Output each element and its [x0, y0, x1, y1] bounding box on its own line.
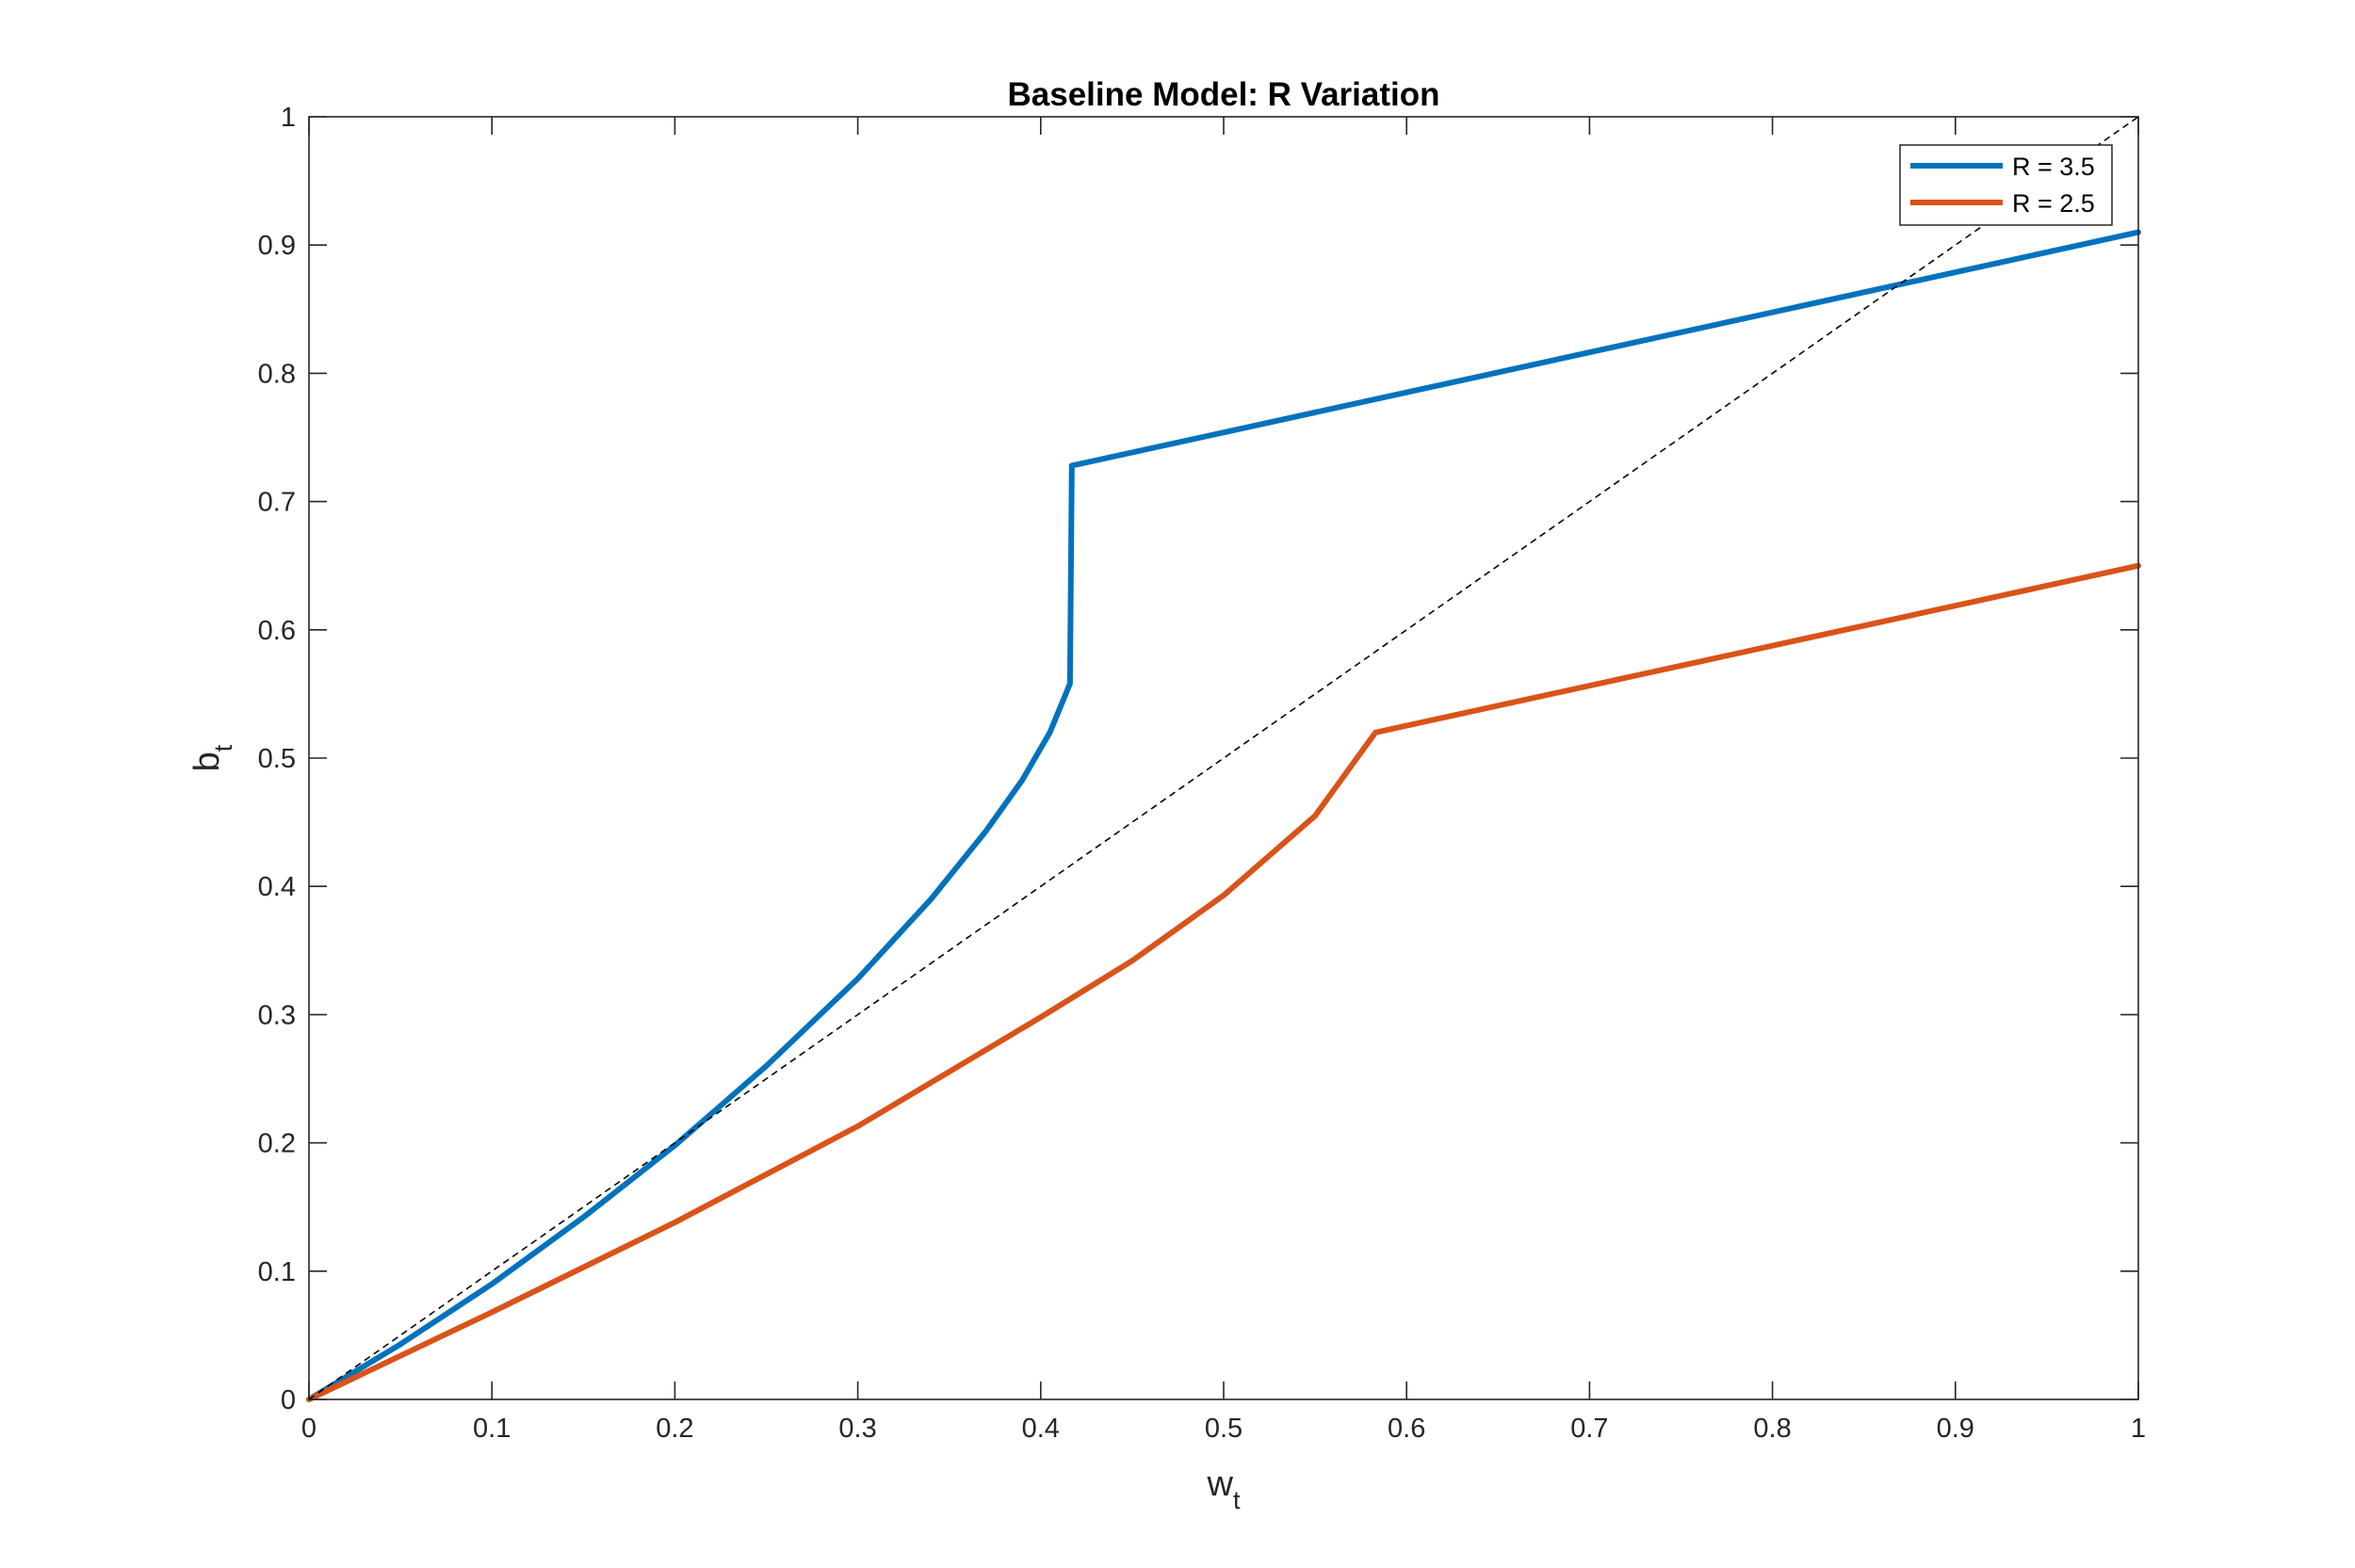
y-tick-label: 0.5 — [258, 744, 296, 774]
x-axis-label-main: w — [1207, 1464, 1234, 1504]
y-tick-label: 0.4 — [258, 872, 296, 902]
series-layer — [306, 116, 2141, 1402]
y-tick-label: 0.7 — [258, 488, 296, 518]
y-tick-label: 0.1 — [258, 1257, 296, 1287]
x-tick-label: 0.9 — [1937, 1414, 1974, 1444]
y-tick-label: 1 — [281, 103, 296, 133]
axes-layer: 0 0.1 0.2 0.3 0.4 0.5 0.6 0.7 0.8 0.9 1 0 0.1 0.2 0.3 0… — [258, 103, 2146, 1444]
legend-box — [1899, 144, 2113, 226]
x-tick-label: 0.1 — [473, 1414, 511, 1444]
x-axis-label-sub: t — [1233, 1486, 1241, 1514]
x-axis-label: wt — [1207, 1464, 1241, 1514]
y-tick-label: 0 — [281, 1385, 296, 1415]
y-tick-label: 0.8 — [258, 359, 296, 389]
series-line-1 — [306, 562, 2141, 1402]
series-line-0 — [306, 229, 2141, 1402]
legend-label-r35: R = 3.5 — [2012, 153, 2095, 181]
y-tick-label: 0.9 — [258, 231, 296, 261]
x-tick-label: 0.8 — [1753, 1414, 1791, 1444]
x-tick-label: 0.4 — [1022, 1414, 1060, 1444]
y-tick-label: 0.3 — [258, 1000, 296, 1030]
chart-title: Baseline Model: R Variation — [1008, 76, 1440, 113]
y-axis-label-main: b — [187, 752, 227, 771]
x-tick-label: 0.7 — [1570, 1414, 1608, 1444]
legend-label-r25: R = 2.5 — [2012, 189, 2095, 218]
y-tick-label: 0.2 — [258, 1129, 296, 1159]
plot-area — [309, 117, 2138, 1399]
y-tick-label: 0.6 — [258, 616, 296, 646]
legend: R = 3.5 R = 2.5 — [1899, 144, 2113, 226]
x-tick-label: 1 — [2131, 1414, 2146, 1444]
x-tick-label: 0 — [301, 1414, 317, 1444]
x-tick-label: 0.6 — [1388, 1414, 1425, 1444]
y-axis-label: bt — [187, 744, 237, 771]
y-axis-label-sub: t — [209, 744, 237, 752]
x-tick-label: 0.5 — [1205, 1414, 1242, 1444]
x-tick-label: 0.3 — [838, 1414, 876, 1444]
x-tick-label: 0.2 — [656, 1414, 693, 1444]
